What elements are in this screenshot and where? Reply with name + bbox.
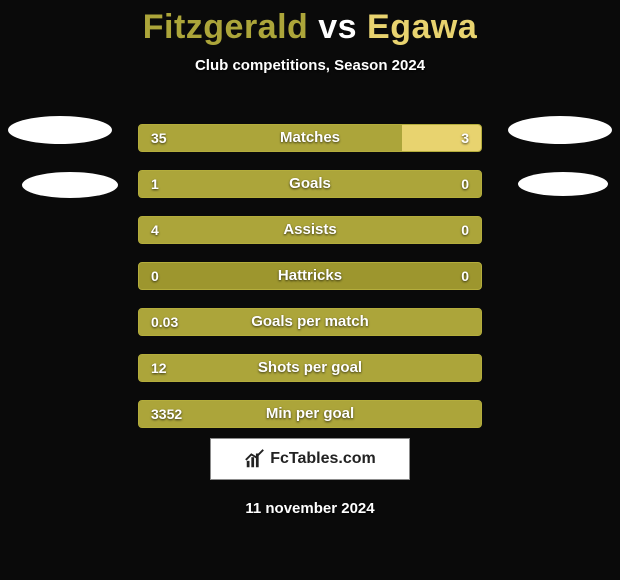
- stat-row-matches: 35Matches3: [138, 124, 482, 152]
- stat-label: Assists: [139, 217, 481, 243]
- stat-row-assists: 4Assists0: [138, 216, 482, 244]
- stat-row-shots-per-goal: 12Shots per goal: [138, 354, 482, 382]
- stat-label: Goals per match: [139, 309, 481, 335]
- right-team-logo-1: [518, 172, 608, 196]
- left-team-logo-0: [8, 116, 112, 144]
- comparison-title: Fitzgerald vs Egawa: [0, 0, 620, 47]
- stat-label: Min per goal: [139, 401, 481, 427]
- right-team-logo-0: [508, 116, 612, 144]
- stat-label: Hattricks: [139, 263, 481, 289]
- watermark: FcTables.com: [210, 438, 410, 480]
- stat-label: Matches: [139, 125, 481, 151]
- footer-date: 11 november 2024: [0, 500, 620, 517]
- stat-right-value: 0: [461, 171, 469, 197]
- stat-bars-container: 35Matches31Goals04Assists00Hattricks00.0…: [138, 124, 482, 446]
- subtitle: Club competitions, Season 2024: [0, 57, 620, 74]
- player1-name: Fitzgerald: [143, 8, 309, 46]
- stat-row-min-per-goal: 3352Min per goal: [138, 400, 482, 428]
- vs-text: vs: [308, 8, 367, 46]
- stat-right-value: 3: [461, 125, 469, 151]
- left-team-logo-1: [22, 172, 118, 198]
- player2-name: Egawa: [367, 8, 477, 46]
- stat-label: Goals: [139, 171, 481, 197]
- watermark-text: FcTables.com: [270, 450, 376, 468]
- stat-label: Shots per goal: [139, 355, 481, 381]
- stat-row-goals: 1Goals0: [138, 170, 482, 198]
- chart-icon: [244, 448, 266, 470]
- stat-row-hattricks: 0Hattricks0: [138, 262, 482, 290]
- stat-right-value: 0: [461, 263, 469, 289]
- stat-right-value: 0: [461, 217, 469, 243]
- stat-row-goals-per-match: 0.03Goals per match: [138, 308, 482, 336]
